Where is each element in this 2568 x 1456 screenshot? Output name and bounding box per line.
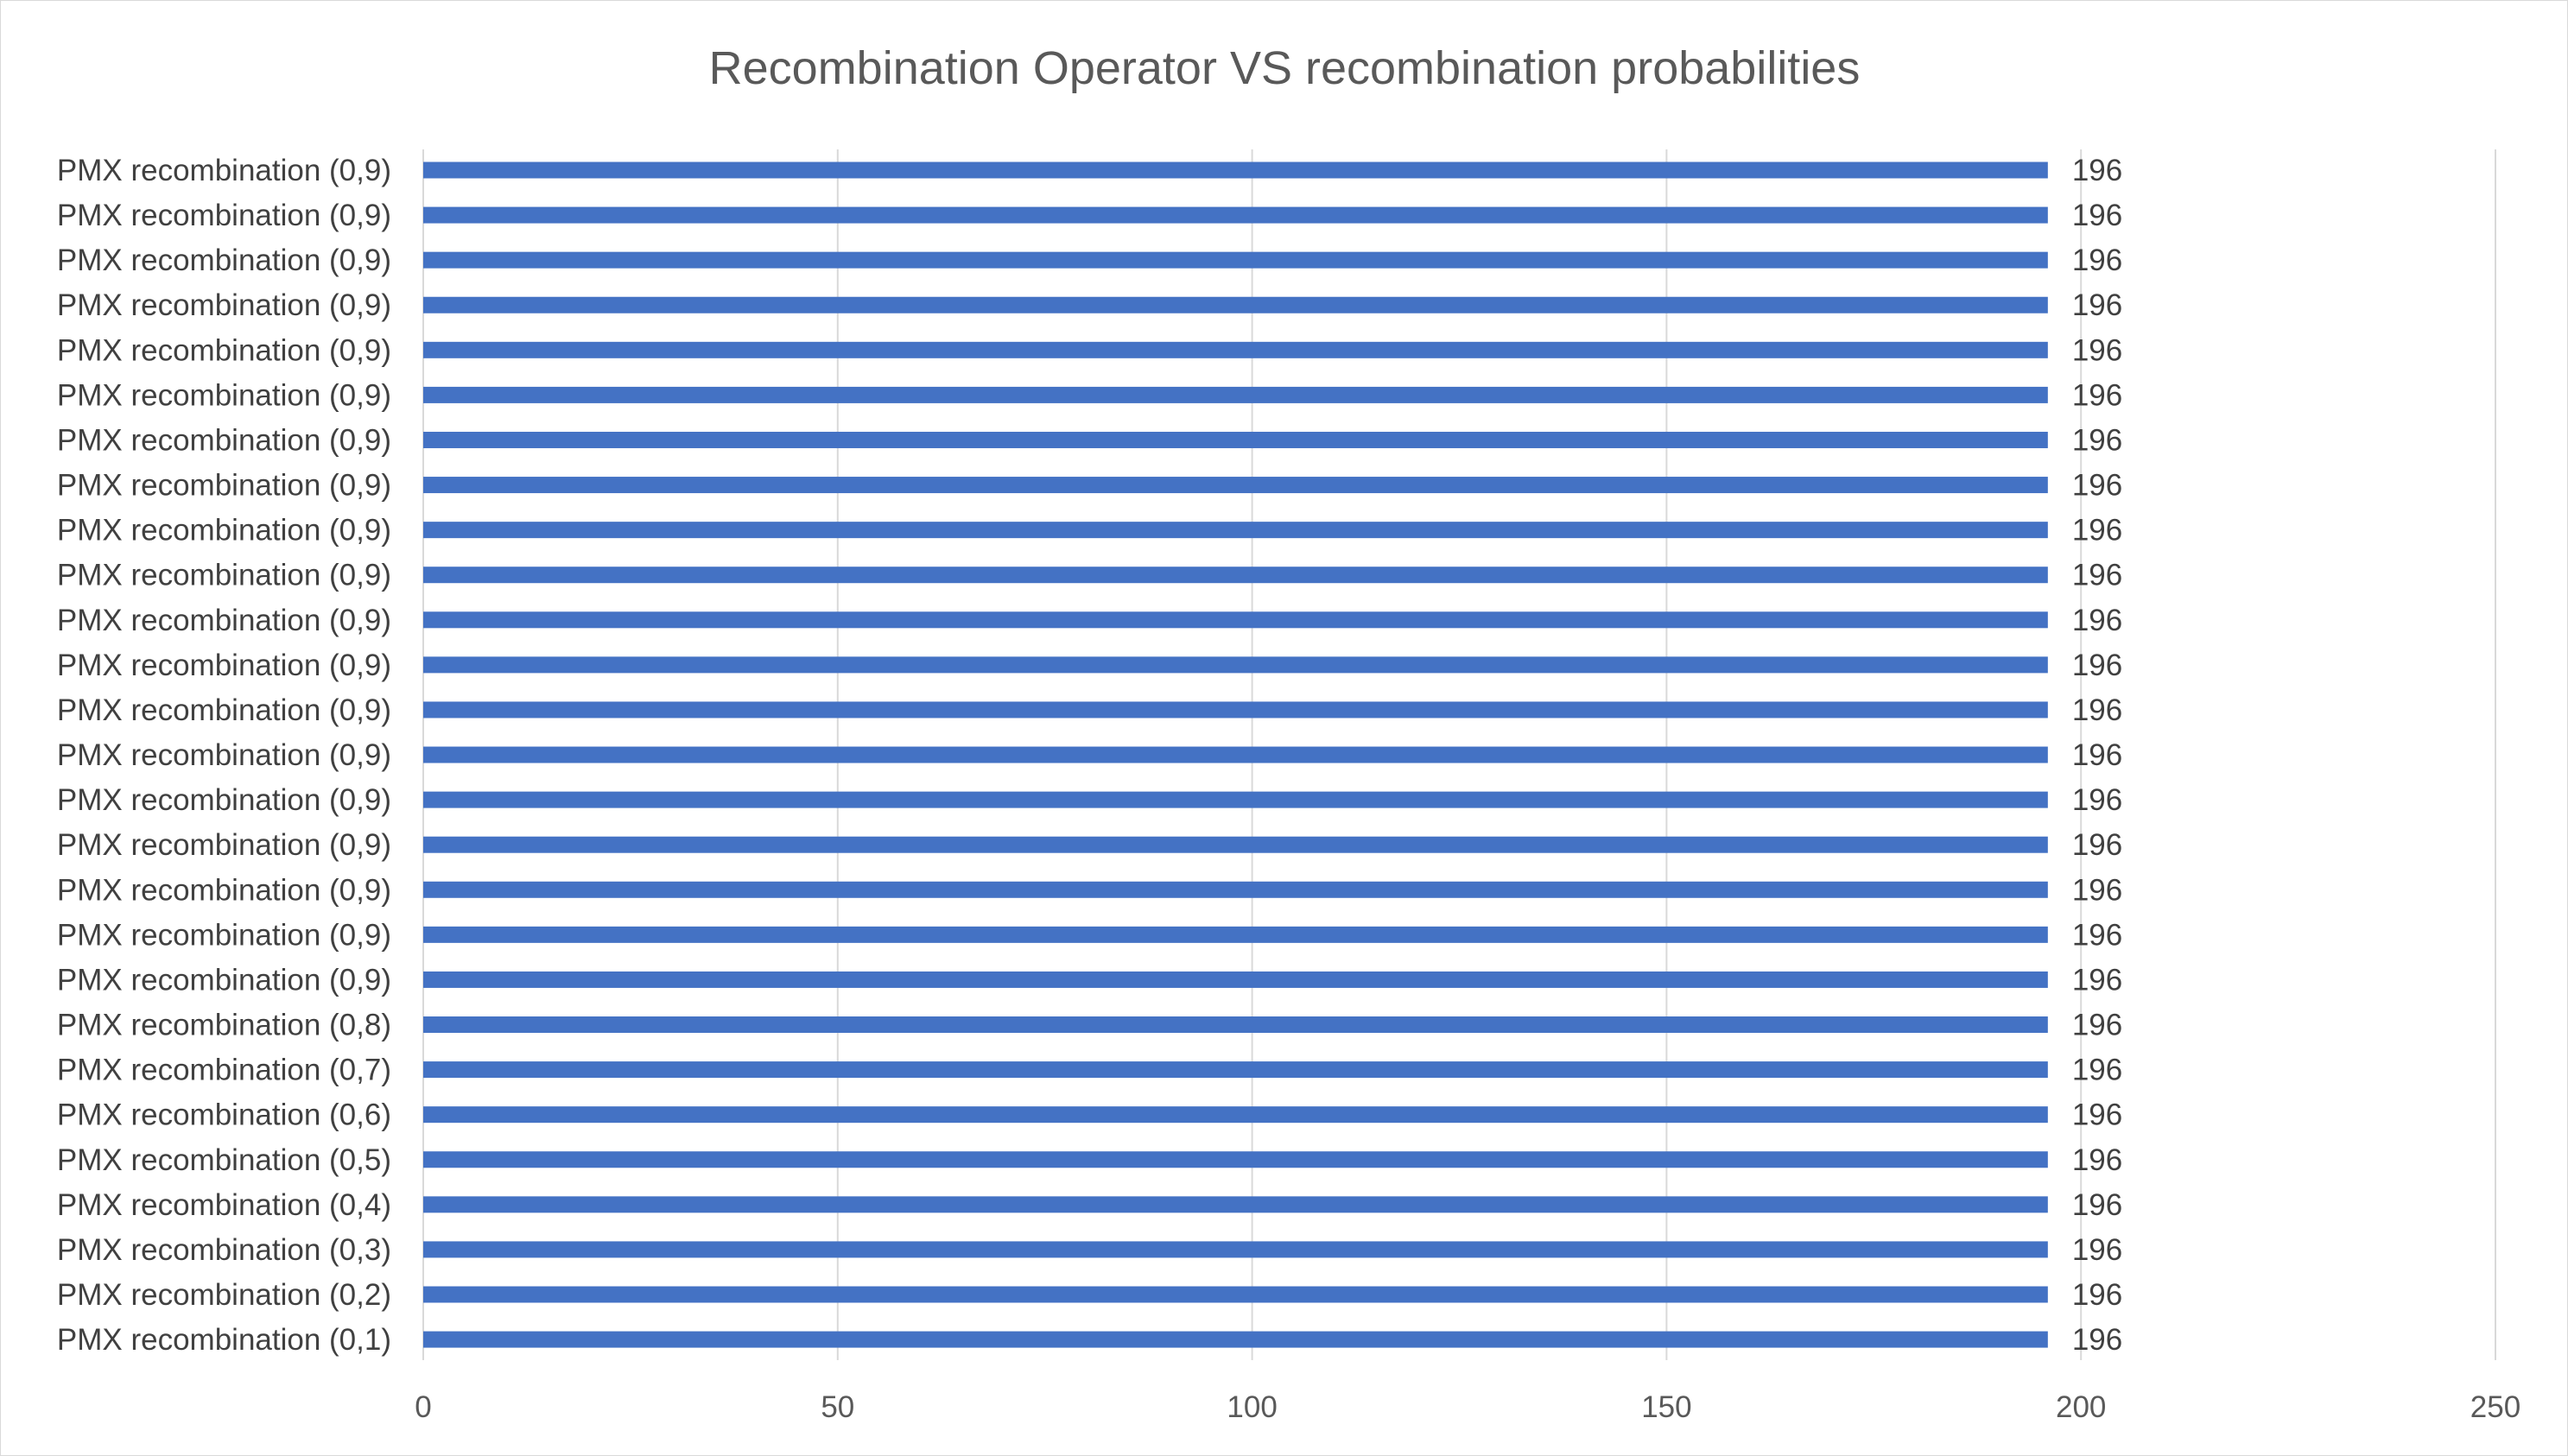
category-label: PMX recombination (0,9)	[57, 693, 391, 727]
data-label: 196	[2072, 1098, 2122, 1132]
data-label: 196	[2072, 154, 2122, 187]
category-label: PMX recombination (0,9)	[57, 963, 391, 997]
bar	[423, 611, 2048, 629]
bar	[423, 1241, 2048, 1258]
bar	[423, 881, 2048, 898]
x-tick-label: 50	[821, 1390, 854, 1424]
data-label: 196	[2072, 1323, 2122, 1357]
bars	[423, 161, 2048, 1348]
bar	[423, 341, 2048, 358]
category-label: PMX recombination (0,9)	[57, 559, 391, 592]
x-tick-label: 0	[415, 1390, 431, 1424]
category-label: PMX recombination (0,9)	[57, 154, 391, 187]
data-label: 196	[2072, 828, 2122, 862]
category-label: PMX recombination (0,1)	[57, 1323, 391, 1357]
bar	[423, 746, 2048, 763]
category-label: PMX recombination (0,9)	[57, 873, 391, 907]
data-label: 196	[2072, 199, 2122, 232]
bar	[423, 1106, 2048, 1124]
data-label: 196	[2072, 559, 2122, 592]
x-axis-ticks: 0 50 100 150 200 250	[415, 1390, 2520, 1424]
bar	[423, 161, 2048, 179]
x-tick-label: 100	[1227, 1390, 1277, 1424]
data-label: 196	[2072, 783, 2122, 817]
data-label: 196	[2072, 1233, 2122, 1267]
category-label: PMX recombination (0,6)	[57, 1098, 391, 1132]
data-label: 196	[2072, 1009, 2122, 1042]
data-label: 196	[2072, 1278, 2122, 1312]
data-label: 196	[2072, 649, 2122, 682]
category-label: PMX recombination (0,9)	[57, 783, 391, 817]
category-label: PMX recombination (0,9)	[57, 918, 391, 952]
bar	[423, 431, 2048, 448]
category-label: PMX recombination (0,9)	[57, 604, 391, 637]
x-tick-label: 200	[2056, 1390, 2106, 1424]
bar	[423, 296, 2048, 313]
bar	[423, 701, 2048, 719]
bar	[423, 656, 2048, 674]
data-label: 196	[2072, 378, 2122, 412]
data-label: 196	[2072, 693, 2122, 727]
bar	[423, 1016, 2048, 1034]
bar	[423, 477, 2048, 494]
data-label: 196	[2072, 1143, 2122, 1177]
data-label: 196	[2072, 918, 2122, 952]
bar	[423, 971, 2048, 988]
bar	[423, 1196, 2048, 1213]
chart-title: Recombination Operator VS recombination …	[709, 42, 1861, 94]
bar	[423, 1061, 2048, 1079]
data-label: 196	[2072, 333, 2122, 367]
bar	[423, 1151, 2048, 1168]
data-label: 196	[2072, 1188, 2122, 1222]
category-label: PMX recombination (0,9)	[57, 378, 391, 412]
category-label: PMX recombination (0,8)	[57, 1009, 391, 1042]
category-label: PMX recombination (0,5)	[57, 1143, 391, 1177]
category-label: PMX recombination (0,9)	[57, 469, 391, 503]
category-label: PMX recombination (0,9)	[57, 828, 391, 862]
data-labels: 196 196 196 196 196 196 196 196 196 196 196 196 196 1…	[2072, 154, 2122, 1357]
category-label: PMX recombination (0,9)	[57, 199, 391, 232]
category-label: PMX recombination (0,9)	[57, 333, 391, 367]
data-label: 196	[2072, 604, 2122, 637]
category-label: PMX recombination (0,2)	[57, 1278, 391, 1312]
data-label: 196	[2072, 873, 2122, 907]
data-label: 196	[2072, 963, 2122, 997]
data-label: 196	[2072, 1054, 2122, 1087]
category-label: PMX recombination (0,9)	[57, 423, 391, 457]
bar	[423, 791, 2048, 808]
bar	[423, 251, 2048, 269]
category-label: PMX recombination (0,7)	[57, 1054, 391, 1087]
data-label: 196	[2072, 738, 2122, 772]
x-tick-label: 150	[1641, 1390, 1691, 1424]
category-labels: PMX recombination (0,9) PMX recombination…	[57, 154, 391, 1357]
bar	[423, 567, 2048, 584]
bar	[423, 1331, 2048, 1348]
data-label: 196	[2072, 244, 2122, 277]
category-label: PMX recombination (0,3)	[57, 1233, 391, 1267]
bar	[423, 1286, 2048, 1303]
category-label: PMX recombination (0,9)	[57, 288, 391, 322]
data-label: 196	[2072, 288, 2122, 322]
category-label: PMX recombination (0,9)	[57, 649, 391, 682]
data-label: 196	[2072, 514, 2122, 548]
bar	[423, 926, 2048, 943]
data-label: 196	[2072, 469, 2122, 503]
category-label: PMX recombination (0,4)	[57, 1188, 391, 1222]
data-label: 196	[2072, 423, 2122, 457]
bar	[423, 206, 2048, 224]
x-tick-label: 250	[2470, 1390, 2520, 1424]
bar	[423, 386, 2048, 403]
category-label: PMX recombination (0,9)	[57, 514, 391, 548]
bar	[423, 836, 2048, 853]
bar	[423, 522, 2048, 539]
category-label: PMX recombination (0,9)	[57, 244, 391, 277]
category-label: PMX recombination (0,9)	[57, 738, 391, 772]
